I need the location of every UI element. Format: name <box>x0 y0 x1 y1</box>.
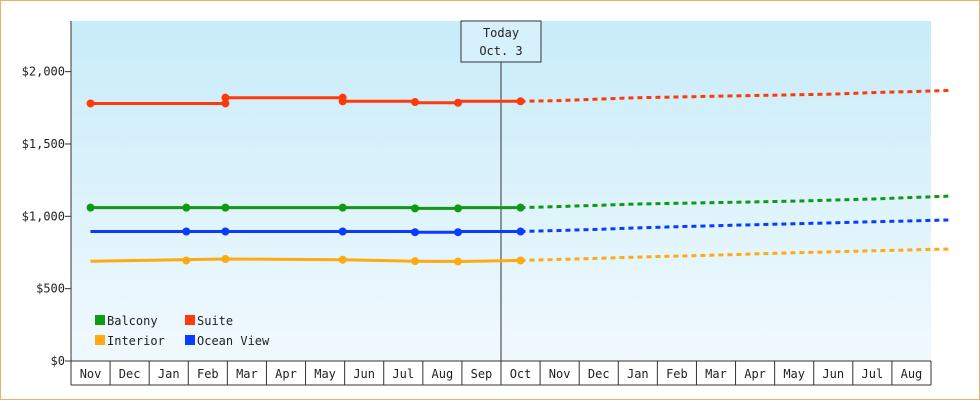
x-tick-label: Jan <box>158 367 180 381</box>
x-tick-label: Mar <box>705 367 727 381</box>
data-point-interior <box>516 256 525 265</box>
series-line-ocean-view <box>90 230 521 234</box>
series-suite <box>86 88 951 108</box>
x-tick-label: Apr <box>275 367 297 381</box>
legend-entry: Ocean View <box>197 334 270 348</box>
data-point-ocean-view <box>221 227 230 236</box>
x-tick-label: Dec <box>588 367 610 381</box>
data-point-suite <box>454 98 462 107</box>
x-tick-label: Nov <box>80 367 102 381</box>
data-point-interior <box>182 256 191 265</box>
data-point-interior <box>338 255 347 264</box>
legend-entry: Interior <box>107 334 165 348</box>
x-tick-label: Apr <box>744 367 766 381</box>
y-tick-label: $500 <box>36 282 65 296</box>
series-interior <box>90 247 951 266</box>
data-point-ocean-view <box>454 228 462 237</box>
data-point-ocean-view <box>516 227 525 236</box>
series-balcony <box>86 194 951 213</box>
data-point-balcony <box>182 203 191 212</box>
x-tick-label: Aug <box>432 367 454 381</box>
y-axis: $0 $500 $1,000 $1,500 $2,000 <box>22 21 72 368</box>
data-point-balcony <box>86 203 95 212</box>
series-line-interior <box>90 257 521 264</box>
data-point-balcony <box>221 203 230 212</box>
legend-entry: Suite <box>197 314 233 328</box>
x-tick-label: Aug <box>901 367 923 381</box>
data-point-suite <box>221 99 230 108</box>
y-tick-label: $0 <box>51 354 65 368</box>
data-point-suite <box>516 97 525 106</box>
x-tick-label: Jul <box>392 367 414 381</box>
x-tick-label: Oct <box>510 367 532 381</box>
legend: Balcony Suite Interior Ocean View <box>95 314 270 348</box>
x-tick-label: Feb <box>666 367 688 381</box>
x-axis: Nov Dec Jan Feb Mar Apr May Jun Jul Aug Sep Oct Nov D… <box>70 360 932 386</box>
x-tick-label: May <box>783 367 805 381</box>
data-point-interior <box>411 257 419 266</box>
data-point-interior <box>454 257 462 266</box>
today-label: Today <box>483 26 519 40</box>
legend-swatch <box>185 335 195 345</box>
legend-entry: Balcony <box>107 314 158 328</box>
y-tick-label: $2,000 <box>22 65 65 79</box>
data-point-balcony <box>411 204 419 213</box>
data-point-ocean-view <box>182 227 191 236</box>
legend-swatch <box>95 315 105 325</box>
data-point-ocean-view <box>338 227 347 236</box>
x-tick-label: May <box>314 367 336 381</box>
series-ocean-view <box>90 218 951 237</box>
series-line-balcony <box>90 206 521 210</box>
data-point-suite <box>411 98 419 107</box>
x-tick-label: Nov <box>549 367 571 381</box>
data-point-suite <box>221 93 230 102</box>
today-date: Oct. 3 <box>479 44 522 58</box>
data-point-interior <box>221 255 230 263</box>
data-point-balcony <box>338 203 347 212</box>
legend-swatch <box>185 315 195 325</box>
today-marker: Today Oct. 3 <box>460 20 542 361</box>
x-tick-label: Sep <box>471 367 493 381</box>
x-tick-label: Jun <box>353 367 375 381</box>
data-point-balcony <box>516 203 525 212</box>
today-box <box>460 20 542 63</box>
y-tick-label: $1,000 <box>22 209 65 223</box>
legend-swatch <box>95 335 105 345</box>
x-tick-label: Jul <box>862 367 884 381</box>
x-tick-label: Dec <box>119 367 141 381</box>
data-point-suite <box>338 97 347 106</box>
x-tick-label: Jan <box>627 367 649 381</box>
data-point-suite <box>86 99 95 108</box>
x-tick-label: Feb <box>197 367 219 381</box>
series-lines <box>86 88 951 266</box>
data-point-balcony <box>454 204 462 213</box>
y-tick-label: $1,500 <box>22 137 65 151</box>
data-point-ocean-view <box>411 228 419 237</box>
x-tick-label: Jun <box>822 367 844 381</box>
x-tick-label: Mar <box>236 367 258 381</box>
